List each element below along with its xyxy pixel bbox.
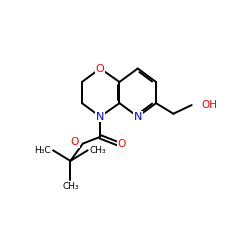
Text: N: N [134,112,142,122]
Text: CH₃: CH₃ [62,182,79,191]
Text: O: O [96,64,104,74]
Text: CH₃: CH₃ [90,146,106,155]
Text: O: O [71,137,79,147]
Text: O: O [118,138,126,148]
Text: OH: OH [201,100,217,110]
Text: H₃C: H₃C [34,146,51,155]
Text: N: N [96,112,104,122]
